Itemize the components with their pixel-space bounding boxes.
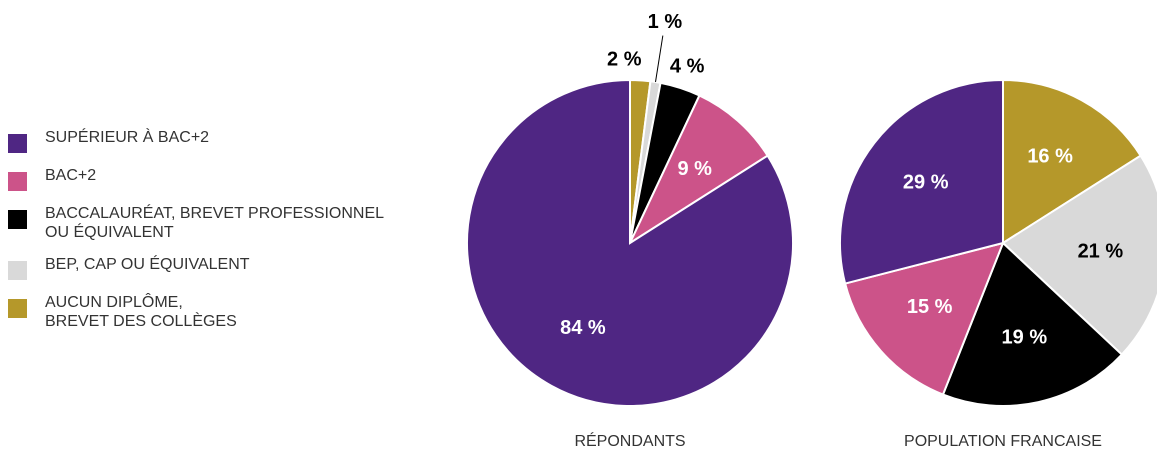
- value-label: 16 %: [1027, 146, 1073, 168]
- value-label: 15 %: [907, 296, 953, 318]
- value-label: 4 %: [670, 55, 705, 77]
- chart-title: POPULATION FRANCAISE: [904, 433, 1102, 450]
- legend: SUPÉRIEUR À BAC+2 BAC+2 BACCALAURÉAT, BREV…: [8, 128, 384, 344]
- legend-item: SUPÉRIEUR À BAC+2: [8, 128, 384, 153]
- legend-swatch: [8, 210, 27, 229]
- value-label: 1 %: [648, 11, 683, 33]
- pie-slice: [843, 241, 1005, 396]
- value-label: 2 %: [607, 49, 642, 71]
- value-label: 29 %: [903, 171, 949, 193]
- legend-swatch: [8, 299, 27, 318]
- pie-slice: [466, 78, 794, 407]
- legend-label: BEP, CAP OU ÉQUIVALENT: [45, 256, 250, 273]
- legend-label: SUPÉRIEUR À BAC+2: [45, 129, 210, 146]
- value-label: 21 %: [1078, 240, 1124, 262]
- pie-slice: [1001, 154, 1157, 356]
- legend-label: BAC+2: [45, 167, 97, 184]
- pie-slice: [839, 78, 1004, 285]
- legend-swatch: [8, 172, 27, 191]
- chart-title: RÉPONDANTS: [574, 431, 685, 450]
- legend-item: AUCUN DIPLÔME, BREVET DES COLLÈGES: [8, 293, 384, 331]
- pie-slice: [1002, 78, 1143, 245]
- value-label: 9 %: [677, 158, 712, 180]
- legend-item: BAC+2: [8, 166, 384, 191]
- value-label: 19 %: [1002, 327, 1048, 349]
- legend-swatch: [8, 261, 27, 280]
- value-label: 84 %: [560, 317, 606, 339]
- pie-slice: [627, 94, 770, 246]
- leader-line: [655, 35, 664, 83]
- legend-label: BACCALAURÉAT, BREVET PROFESSIONNEL OU ÉQ…: [45, 205, 385, 241]
- legend-item: BACCALAURÉAT, BREVET PROFESSIONNEL OU ÉQ…: [8, 204, 384, 242]
- legend-item: BEP, CAP OU ÉQUIVALENT: [8, 255, 384, 280]
- legend-swatch: [8, 134, 27, 153]
- legend-label: AUCUN DIPLÔME, BREVET DES COLLÈGES: [45, 294, 237, 330]
